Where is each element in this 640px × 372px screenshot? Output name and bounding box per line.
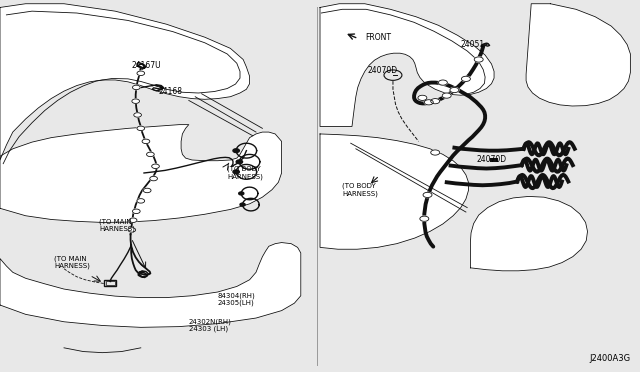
Circle shape [236, 160, 243, 164]
Bar [106, 281, 115, 285]
Circle shape [152, 164, 159, 169]
Circle shape [442, 93, 451, 98]
Circle shape [431, 150, 440, 155]
Polygon shape [0, 125, 282, 222]
Text: 24070D: 24070D [368, 66, 398, 75]
Text: FRONT: FRONT [365, 33, 391, 42]
Circle shape [132, 85, 140, 90]
Circle shape [438, 80, 447, 85]
Polygon shape [0, 4, 250, 160]
Polygon shape [320, 134, 468, 249]
Circle shape [137, 71, 145, 76]
Text: 24168: 24168 [159, 87, 183, 96]
Circle shape [450, 87, 459, 93]
Circle shape [233, 149, 239, 153]
Circle shape [418, 95, 427, 100]
Text: (TO BODY
HARNESS): (TO BODY HARNESS) [227, 166, 263, 180]
Circle shape [240, 203, 245, 206]
Circle shape [420, 216, 429, 221]
Circle shape [128, 228, 136, 232]
Text: 84304(RH)
24305(LH): 84304(RH) 24305(LH) [218, 292, 255, 307]
Circle shape [147, 152, 154, 157]
Circle shape [233, 170, 239, 174]
Polygon shape [470, 196, 588, 271]
Circle shape [239, 192, 244, 195]
Text: 24070D: 24070D [477, 155, 507, 164]
Text: 24051: 24051 [461, 40, 485, 49]
Circle shape [134, 113, 141, 117]
Text: J2400A3G: J2400A3G [589, 354, 630, 363]
Text: (TO MAIN
HARNESS): (TO MAIN HARNESS) [54, 255, 90, 269]
Circle shape [150, 176, 157, 181]
Text: 24167U: 24167U [131, 61, 161, 70]
Circle shape [137, 199, 145, 203]
Text: (TO MAIN
HARNESS): (TO MAIN HARNESS) [99, 218, 135, 232]
Circle shape [461, 76, 470, 81]
Bar [104, 280, 116, 286]
Polygon shape [320, 4, 494, 126]
Text: 24302N(RH)
24303 (LH): 24302N(RH) 24303 (LH) [189, 318, 232, 333]
Circle shape [142, 139, 150, 144]
Bar [490, 158, 498, 162]
Text: (TO BODY
HARNESS): (TO BODY HARNESS) [342, 183, 378, 197]
Circle shape [137, 126, 145, 131]
Circle shape [132, 209, 140, 214]
Circle shape [474, 57, 483, 62]
Circle shape [143, 188, 151, 193]
Circle shape [424, 100, 433, 105]
Circle shape [132, 99, 140, 103]
Circle shape [129, 218, 137, 222]
Polygon shape [0, 243, 301, 327]
Circle shape [423, 192, 432, 198]
Polygon shape [526, 4, 630, 106]
Circle shape [431, 99, 440, 104]
